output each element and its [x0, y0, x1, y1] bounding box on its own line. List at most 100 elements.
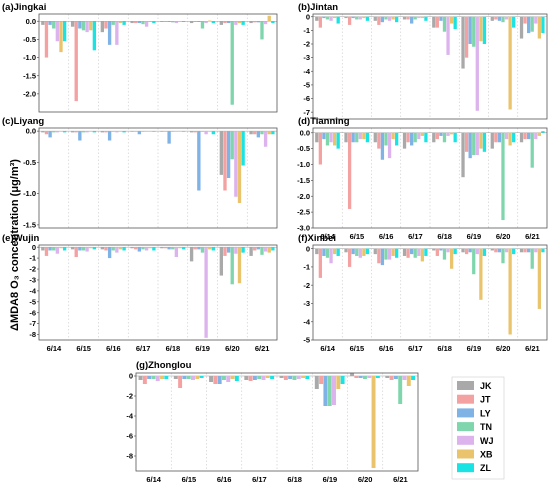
bar-wj-6-15 [358, 132, 362, 140]
bar-tn-6-17 [141, 21, 145, 25]
y-tick-label: -1 [29, 254, 36, 263]
bar-zl-6-15 [365, 16, 370, 21]
bar-zl-6-21 [541, 248, 545, 253]
x-tick-label: 6/15 [76, 344, 91, 353]
bar-xb-6-21 [267, 131, 271, 135]
bar-xb-6-18 [178, 247, 182, 249]
bar-tn-6-15 [355, 248, 359, 256]
bar-zl-6-16 [395, 248, 399, 258]
bar-xb-6-16 [118, 247, 123, 250]
y-tick-label: -2 [29, 265, 36, 274]
bar-jk-6-14 [315, 248, 319, 255]
bar-jk-6-20 [490, 248, 494, 251]
bar-jk-6-21 [249, 247, 253, 256]
bar-xb-6-15 [362, 248, 366, 256]
bar-zl-6-16 [234, 376, 239, 381]
bar-zl-6-16 [122, 247, 126, 251]
bar-jk-6-19 [189, 131, 194, 133]
bar-tn-6-16 [221, 376, 226, 380]
bar-xb-6-21 [537, 132, 542, 136]
bar-ly-6-20 [497, 132, 502, 143]
bar-zl-6-15 [92, 247, 97, 250]
x-tick-label: 6/17 [408, 344, 423, 353]
bar-tn-6-19 [200, 21, 205, 29]
bar-wj-6-18 [446, 16, 450, 55]
bar-zl-6-15 [92, 131, 97, 133]
y-tick-label: -1.0 [23, 53, 36, 62]
bar-wj-6-15 [85, 131, 89, 133]
bar-wj-6-19 [204, 131, 208, 135]
y-tick-label: -1.0 [297, 160, 310, 169]
bar-jt-6-20 [494, 132, 498, 143]
bar-wj-6-21 [263, 247, 268, 252]
y-tick-label: -7 [303, 108, 310, 117]
panel-title: (b)Jintan [298, 2, 338, 13]
bar-jt-6-21 [253, 131, 257, 135]
bar-wj-6-14 [329, 16, 333, 21]
legend-label-ly: LY [480, 408, 491, 418]
bar-xb-6-16 [391, 16, 395, 20]
bar-zl-6-14 [62, 247, 67, 251]
legend-label-xb: XB [480, 450, 493, 460]
bar-tn-6-17 [141, 247, 145, 250]
legend-label-jk: JK [480, 381, 492, 391]
x-tick-label: 6/19 [323, 475, 338, 484]
bar-ly-6-20 [226, 131, 231, 179]
bar-jt-6-19 [193, 247, 197, 250]
bar-tn-6-15 [81, 21, 86, 31]
bar-jt-6-14 [318, 16, 322, 28]
bar-jt-6-15 [347, 248, 352, 267]
bar-zl-6-19 [211, 21, 216, 24]
bar-zl-6-19 [211, 247, 216, 251]
bar-xb-6-16 [391, 132, 395, 140]
x-tick-label: 6/17 [252, 475, 267, 484]
x-tick-label: 6/19 [467, 344, 482, 353]
bar-wj-6-14 [55, 21, 60, 42]
bar-ly-6-14 [48, 21, 52, 25]
bar-jt-6-18 [435, 132, 439, 140]
y-tick-label: -6 [29, 308, 36, 317]
bar-xb-6-16 [118, 131, 123, 132]
bar-zl-6-17 [152, 131, 156, 132]
bar-xb-6-19 [479, 132, 483, 149]
bar-tn-6-15 [355, 132, 359, 143]
bar-wj-6-19 [332, 376, 336, 405]
bar-jk-6-20 [219, 131, 224, 175]
bar-tn-6-21 [398, 376, 403, 404]
bar-ly-6-15 [182, 376, 187, 379]
bar-ly-6-17 [137, 21, 142, 24]
bar-tn-6-17 [413, 132, 417, 143]
bar-jk-6-14 [41, 21, 45, 25]
bar-tn-6-21 [530, 132, 534, 168]
bar-tn-6-21 [530, 16, 534, 32]
legend-swatch-jk [457, 381, 474, 390]
bar-tn-6-18 [171, 21, 175, 23]
bar-tn-6-21 [260, 247, 264, 255]
bar-ly-6-16 [107, 247, 112, 259]
bar-ly-6-15 [351, 248, 355, 255]
bar-xb-6-16 [230, 376, 235, 379]
y-tick-label: -1.5 [297, 176, 310, 185]
bar-jk-6-21 [385, 376, 390, 378]
bar-wj-6-17 [261, 376, 266, 380]
bar-jk-6-15 [344, 248, 348, 253]
panel-3: 0.0 -0.5 -1.0 -1.5 (c)Liyang [2, 116, 278, 229]
bar-jk-6-17 [402, 248, 407, 256]
x-tick-label: 6/17 [136, 344, 151, 353]
bar-ly-6-18 [439, 132, 443, 136]
bar-ly-6-19 [197, 247, 201, 250]
x-tick-label: 6/19 [467, 232, 482, 241]
bar-jt-6-19 [464, 248, 469, 255]
bar-tn-6-18 [292, 376, 297, 380]
bar-jk-6-14 [41, 247, 45, 251]
y-tick-label: -3 [29, 276, 36, 285]
panel-4: 0.0 -0.5 -1.0 -1.5 -2.0 -2.5 -3.0 6/14 6/15 6/16 6… [297, 116, 548, 241]
bar-jt-6-16 [377, 132, 381, 149]
bar-tn-6-16 [384, 132, 388, 146]
bar-ly-6-21 [393, 376, 398, 379]
bar-zl-6-19 [482, 248, 487, 256]
bar-jt-6-15 [74, 131, 78, 133]
bar-zl-6-20 [241, 21, 245, 25]
bar-ly-6-16 [380, 248, 385, 266]
